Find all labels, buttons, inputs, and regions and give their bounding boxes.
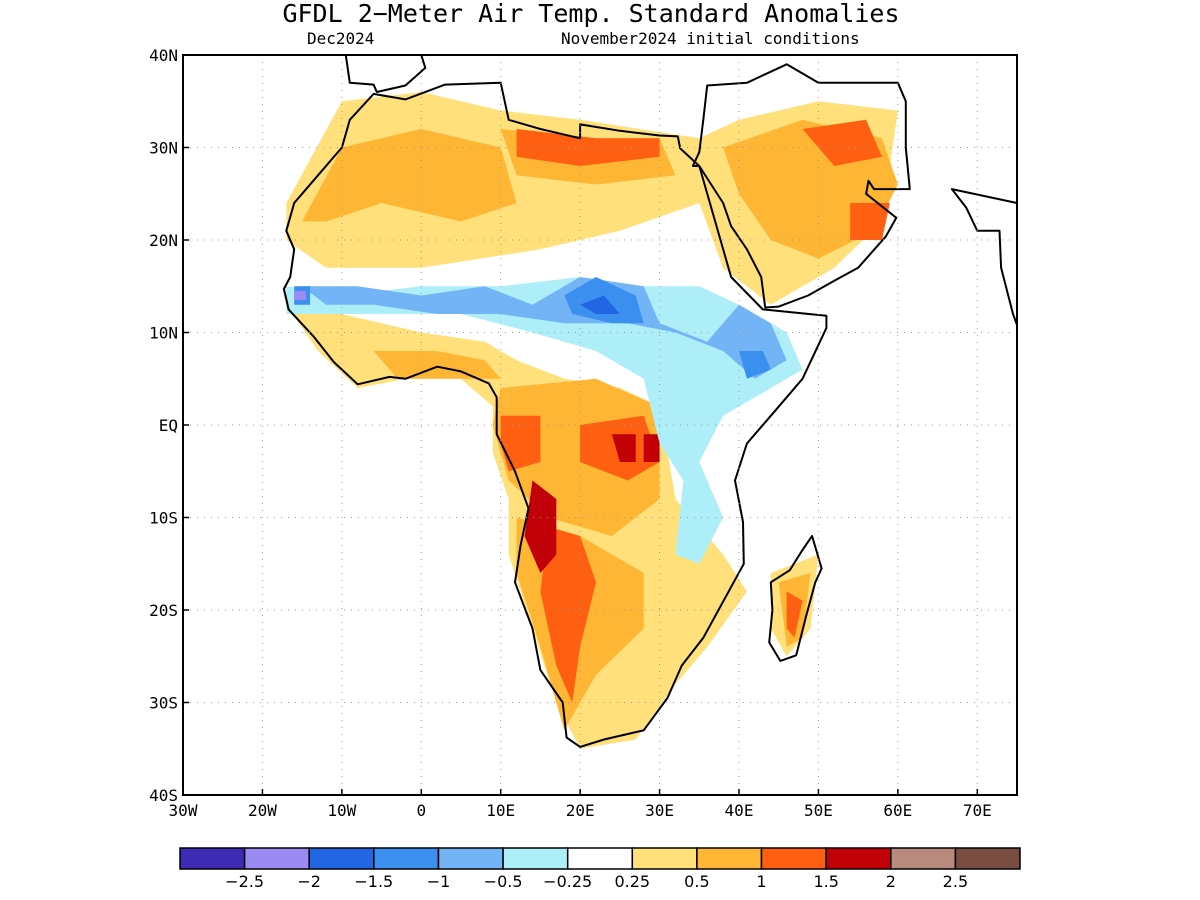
y-tick-label: EQ xyxy=(159,416,178,435)
colorbar-swatch xyxy=(954,847,1021,870)
colorbar-label: −2.5 xyxy=(225,872,264,891)
longitude-ticks: 30W 20W 10W 0 10E 20E 30E 40E 50E 60E 70E xyxy=(169,789,992,820)
anomaly-region-10 xyxy=(516,129,660,166)
x-tick-label: 50E xyxy=(804,801,833,820)
coastline-3 xyxy=(344,55,431,93)
y-tick-label: 20N xyxy=(149,231,178,250)
colorbar-swatch xyxy=(566,847,634,870)
colorbar-swatch xyxy=(502,847,569,870)
map-plot-area: 30W 20W 10W 0 10E 20E 30E 40E 50E 60E 70E 40N 30N 20… xyxy=(149,46,1018,820)
anomaly-region-8 xyxy=(373,351,501,379)
coastlines xyxy=(282,55,1017,748)
anomaly-region-19 xyxy=(643,434,660,462)
anomaly-region-16 xyxy=(786,591,803,638)
anomaly-region-15 xyxy=(540,526,596,703)
coastline-2 xyxy=(691,63,911,309)
colorbar-swatch xyxy=(308,847,375,870)
colorbar-label: 1.5 xyxy=(813,872,838,891)
x-tick-label: 20E xyxy=(566,801,595,820)
colorbar-swatch xyxy=(760,847,827,870)
colorbar-swatch xyxy=(437,847,504,870)
x-tick-label: 0 xyxy=(416,801,426,820)
y-tick-label: 10N xyxy=(149,324,178,343)
colorbar-label: 2 xyxy=(886,872,896,891)
colorbar-swatch xyxy=(890,847,957,870)
anomaly-region-3 xyxy=(302,129,517,222)
colorbar-label: −1 xyxy=(427,872,451,891)
y-tick-label: 40S xyxy=(149,786,178,805)
y-tick-label: 30N xyxy=(149,139,178,158)
x-tick-label: 60E xyxy=(883,801,912,820)
colorbar-label: 2.5 xyxy=(943,872,968,891)
coastline-1 xyxy=(768,535,823,662)
anomaly-region-24 xyxy=(739,351,771,379)
subtitle-initial-conditions: November2024 initial conditions xyxy=(561,29,860,48)
coastline-0 xyxy=(282,81,828,748)
subtitle-date: Dec2024 xyxy=(307,29,374,48)
map-gridlines xyxy=(183,55,1017,795)
colorbar-label: 1 xyxy=(756,872,766,891)
anomaly-region-25 xyxy=(580,295,620,314)
coastline-4 xyxy=(950,188,1017,328)
x-tick-label: 30W xyxy=(169,801,198,820)
colorbar-swatch xyxy=(373,847,440,870)
colorbar-label: 0.5 xyxy=(684,872,709,891)
anomaly-shading xyxy=(286,92,898,749)
y-tick-label: 40N xyxy=(149,46,178,65)
colorbar-swatch xyxy=(243,847,310,870)
anomaly-region-17 xyxy=(524,480,557,573)
colorbar-label: −2 xyxy=(297,872,321,891)
colorbar-swatch xyxy=(696,847,763,870)
colorbar-swatch xyxy=(179,847,246,870)
colorbar-label: −0.5 xyxy=(484,872,523,891)
anomaly-region-18 xyxy=(611,434,636,462)
latitude-ticks: 40N 30N 20N 10N EQ 10S 20S 30S 40S xyxy=(149,46,189,805)
x-tick-label: 20W xyxy=(248,801,277,820)
colorbar-label: −1.5 xyxy=(354,872,393,891)
colorbar: −2.5 −2 −1.5 −1 −0.5 −0.25 0.25 0.5 1 1.5 2 2.5 xyxy=(179,847,1021,891)
anomaly-region-26 xyxy=(294,290,307,301)
colorbar-label: −0.25 xyxy=(543,872,592,891)
anomaly-region-21 xyxy=(302,277,787,379)
y-tick-label: 10S xyxy=(149,509,178,528)
x-tick-label: 10E xyxy=(486,801,515,820)
x-tick-label: 30E xyxy=(645,801,674,820)
anomaly-region-20 xyxy=(286,277,803,564)
x-tick-label: 10W xyxy=(327,801,356,820)
x-tick-label: 40E xyxy=(725,801,754,820)
anomaly-region-12 xyxy=(850,203,890,240)
y-tick-label: 20S xyxy=(149,601,178,620)
colorbar-swatch xyxy=(825,847,892,870)
x-tick-label: 70E xyxy=(963,801,992,820)
anomaly-region-11 xyxy=(802,119,882,166)
y-tick-label: 30S xyxy=(149,694,178,713)
colorbar-swatch xyxy=(631,847,698,870)
figure-title: GFDL 2−Meter Air Temp. Standard Anomalie… xyxy=(282,0,899,28)
colorbar-label: 0.25 xyxy=(614,872,650,891)
anomaly-region-13 xyxy=(500,415,541,472)
